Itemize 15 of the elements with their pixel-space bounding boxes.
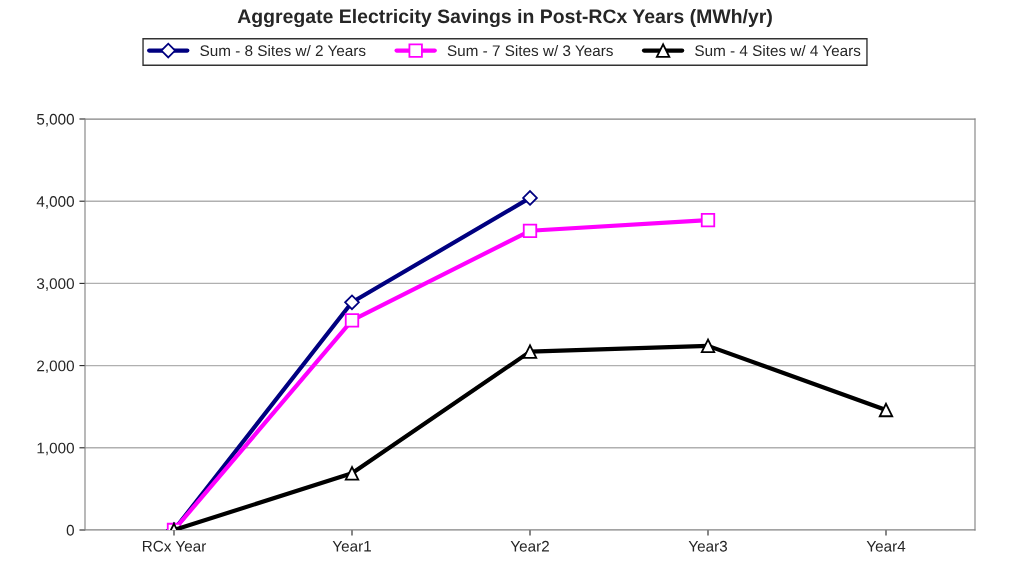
y-tick-label: 2,000 xyxy=(37,360,74,374)
y-tick-label: 1,000 xyxy=(37,442,74,456)
chart-title: Aggregate Electricity Savings in Post-RCx Years (MWh/yr) xyxy=(237,8,772,28)
x-tick-label: Year2 xyxy=(510,540,549,552)
x-tick-label: Year3 xyxy=(688,540,728,552)
y-tick-label: 5,000 xyxy=(36,113,74,127)
legend-label: Sum - 4 Sites w/ 4 Years xyxy=(695,44,861,57)
y-tick-label: 4,000 xyxy=(36,196,74,209)
y-tick-label: 3,000 xyxy=(36,278,74,291)
x-tick-label: Year1 xyxy=(332,540,371,552)
legend-label: Sum - 7 Sites w/ 3 Years xyxy=(447,44,613,57)
x-tick-label: RCx Year xyxy=(142,540,207,552)
x-tick-label: Year4 xyxy=(866,540,906,552)
y-tick-label: 0 xyxy=(66,524,74,536)
legend-label: Sum - 8 Sites w/ 2 Years xyxy=(200,44,366,57)
